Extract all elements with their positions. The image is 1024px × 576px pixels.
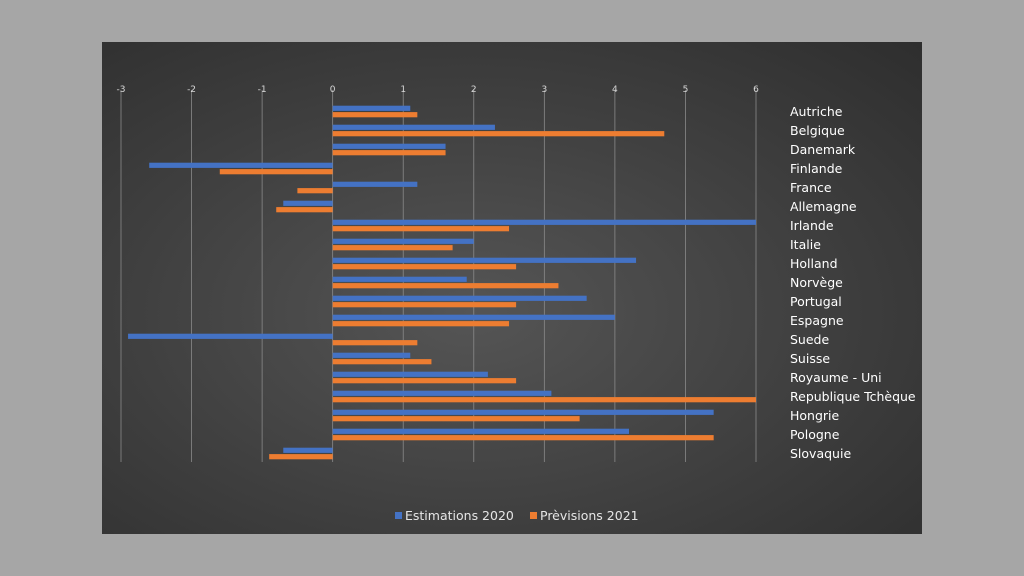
- category-label: Irlande: [790, 218, 834, 233]
- category-label: Suede: [790, 332, 829, 347]
- x-tick-label: 4: [612, 85, 618, 95]
- bar: [276, 207, 333, 213]
- category-label: Espagne: [790, 313, 844, 328]
- category-label: Belgique: [790, 123, 845, 138]
- bar: [332, 435, 714, 441]
- bar: [332, 238, 474, 244]
- category-label: Republique Tchèque: [790, 389, 916, 404]
- category-label: Slovaquie: [790, 446, 851, 461]
- bar: [332, 359, 432, 365]
- bar: [283, 200, 333, 206]
- bar: [332, 257, 637, 263]
- x-tick-label: 1: [400, 85, 406, 95]
- bar: [332, 371, 488, 377]
- category-label: Allemagne: [790, 199, 857, 214]
- bar: [332, 378, 517, 384]
- x-tick-label: 6: [753, 85, 759, 95]
- category-label: France: [790, 180, 832, 195]
- bar-chart: -3 -2 -1 0 1 2 3 4 5 6 Autriche Belgique Danemark Fi…: [117, 85, 916, 523]
- category-label: Hongrie: [790, 408, 840, 423]
- bar: [332, 105, 411, 111]
- bar: [332, 226, 510, 232]
- bar: [128, 333, 333, 339]
- x-tick-label: 5: [683, 85, 689, 95]
- legend-swatch: [395, 512, 402, 519]
- chart-panel: -3 -2 -1 0 1 2 3 4 5 6 Autriche Belgique Danemark Fi…: [102, 42, 922, 534]
- x-tick-label: -2: [187, 85, 196, 95]
- legend-swatch: [530, 512, 537, 519]
- bar: [332, 124, 495, 130]
- category-label: Pologne: [790, 427, 840, 442]
- category-label: Autriche: [790, 104, 843, 119]
- x-tick-label: 0: [330, 85, 336, 95]
- bar: [332, 295, 587, 301]
- bar: [332, 283, 559, 289]
- bar: [332, 314, 615, 320]
- bar: [332, 150, 446, 156]
- bar: [283, 447, 333, 453]
- bar: [332, 416, 580, 422]
- category-label: Norvège: [790, 275, 843, 290]
- bar: [269, 454, 333, 460]
- bar: [219, 169, 333, 175]
- bar: [332, 112, 418, 118]
- category-label: Suisse: [790, 351, 830, 366]
- x-tick-label: 2: [471, 85, 477, 95]
- bar: [332, 264, 517, 270]
- bar: [332, 131, 665, 137]
- bar: [332, 276, 467, 282]
- bar: [332, 181, 418, 187]
- bar: [332, 390, 552, 396]
- bar: [332, 321, 510, 327]
- x-tick-label: 3: [541, 85, 547, 95]
- bar: [332, 245, 453, 251]
- category-label: Finlande: [790, 161, 843, 176]
- legend-label: Estimations 2020: [405, 508, 514, 523]
- legend-label: Prèvisions 2021: [540, 508, 639, 523]
- bar: [332, 143, 446, 149]
- bar: [332, 302, 517, 308]
- category-label: Royaume - Uni: [790, 370, 882, 385]
- bar: [149, 162, 333, 168]
- bar: [332, 428, 629, 434]
- x-tick-label: -1: [258, 85, 267, 95]
- category-label: Danemark: [790, 142, 856, 157]
- bar: [332, 409, 714, 415]
- bar: [332, 340, 418, 346]
- category-label: Holland: [790, 256, 838, 271]
- category-label: Portugal: [790, 294, 842, 309]
- category-label: Italie: [790, 237, 821, 252]
- bar: [297, 188, 333, 194]
- bar: [332, 219, 756, 225]
- x-tick-label: -3: [117, 85, 126, 95]
- bar: [332, 352, 411, 358]
- bar: [332, 397, 756, 403]
